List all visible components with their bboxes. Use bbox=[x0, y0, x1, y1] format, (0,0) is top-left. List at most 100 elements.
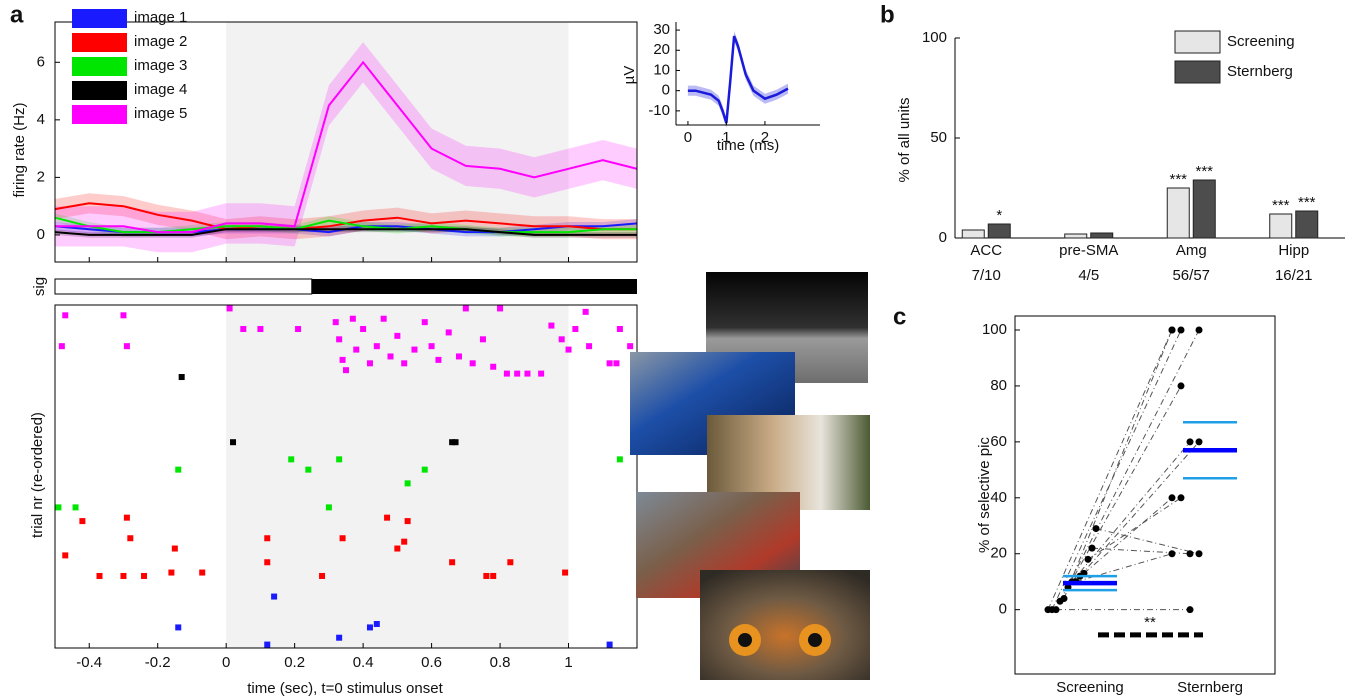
photo-owl bbox=[700, 570, 870, 680]
stimulus-shade bbox=[226, 305, 569, 648]
spike bbox=[524, 370, 531, 377]
y-tick-label: 50 bbox=[930, 129, 947, 146]
category-label: pre-SMA bbox=[1059, 242, 1118, 259]
dot bbox=[1088, 544, 1096, 552]
sig-on bbox=[311, 279, 637, 294]
spike bbox=[455, 353, 462, 360]
spike bbox=[384, 514, 391, 521]
category-label: Sternberg bbox=[1177, 679, 1243, 696]
spike bbox=[428, 343, 435, 350]
spike bbox=[394, 545, 401, 552]
x-tick-label: 1 bbox=[564, 654, 572, 671]
dot bbox=[1195, 438, 1203, 446]
pair-line bbox=[1059, 329, 1200, 602]
x-tick-label: 0 bbox=[222, 654, 230, 671]
spike bbox=[582, 308, 589, 315]
axes-frame bbox=[54, 21, 638, 263]
x-tick-label: 0.2 bbox=[284, 654, 305, 671]
spike bbox=[606, 360, 613, 367]
x-tick-label: 0.6 bbox=[421, 654, 442, 671]
y-tick-label: 20 bbox=[990, 545, 1007, 562]
bar bbox=[1064, 233, 1088, 239]
stimulus-shade bbox=[226, 22, 569, 262]
y-axis-label: trial nr (re-ordered) bbox=[29, 412, 46, 538]
x-tick-label: 0 bbox=[684, 129, 692, 146]
bar bbox=[1166, 187, 1190, 239]
spike bbox=[548, 322, 555, 329]
dot bbox=[1092, 525, 1100, 533]
spike bbox=[305, 466, 312, 473]
x-tick-label: -0.4 bbox=[76, 654, 102, 671]
y-tick-label: 60 bbox=[990, 433, 1007, 450]
y-tick-label: 20 bbox=[653, 41, 670, 58]
significance-label: *** bbox=[1298, 194, 1316, 211]
spike bbox=[449, 559, 456, 566]
category-label: ACC bbox=[970, 242, 1002, 259]
dot bbox=[1177, 382, 1185, 390]
spike bbox=[175, 466, 182, 473]
spike bbox=[490, 363, 497, 370]
spike bbox=[565, 346, 572, 353]
category-sublabel: 7/10 bbox=[972, 267, 1001, 284]
spike bbox=[503, 370, 510, 377]
spike bbox=[421, 466, 428, 473]
spike bbox=[401, 538, 408, 545]
spike bbox=[497, 305, 504, 312]
spike bbox=[199, 569, 206, 576]
dot bbox=[1177, 494, 1185, 502]
spike bbox=[257, 326, 264, 333]
legend-label: Sternberg bbox=[1227, 63, 1293, 80]
pair-line bbox=[1083, 497, 1173, 574]
pair-line bbox=[1079, 441, 1200, 577]
dot bbox=[1186, 438, 1194, 446]
spike bbox=[336, 456, 343, 463]
panel-label: a bbox=[10, 1, 24, 28]
stimulus-photos bbox=[630, 272, 870, 680]
bar bbox=[1269, 213, 1293, 239]
axes-frame bbox=[54, 304, 638, 649]
pair-line bbox=[1067, 385, 1182, 588]
spike bbox=[490, 572, 497, 579]
y-axis-label: % of selective pic bbox=[976, 437, 993, 553]
spike bbox=[627, 343, 634, 350]
spike bbox=[462, 305, 469, 312]
spike bbox=[514, 370, 521, 377]
spike bbox=[613, 360, 620, 367]
dot bbox=[1186, 550, 1194, 558]
pair-line bbox=[1047, 329, 1173, 610]
spike bbox=[343, 367, 349, 374]
legend-label: image 3 bbox=[134, 57, 187, 74]
significance-label: *** bbox=[1169, 171, 1187, 188]
spike bbox=[479, 336, 486, 343]
pair-line bbox=[1063, 329, 1173, 599]
panel-label: c bbox=[893, 303, 906, 330]
rate-line bbox=[54, 228, 637, 236]
dot bbox=[1052, 606, 1060, 614]
dot bbox=[1168, 326, 1176, 334]
bar bbox=[987, 223, 1011, 239]
category-sublabel: 4/5 bbox=[1078, 267, 1099, 284]
spike bbox=[72, 504, 79, 511]
spike bbox=[339, 535, 346, 542]
legend-label: image 5 bbox=[134, 105, 187, 122]
spike bbox=[96, 572, 103, 579]
spike bbox=[507, 559, 514, 566]
spike bbox=[483, 572, 490, 579]
spike bbox=[171, 545, 178, 552]
sig-off bbox=[54, 278, 313, 295]
dot bbox=[1168, 550, 1176, 558]
spike bbox=[319, 572, 326, 579]
pair-line bbox=[1051, 329, 1182, 610]
legend-swatch bbox=[72, 57, 127, 76]
spike bbox=[264, 559, 271, 566]
y-tick-label: 100 bbox=[982, 321, 1007, 338]
x-axis-label: time (ms) bbox=[717, 137, 780, 154]
x-tick-label: -0.2 bbox=[145, 654, 171, 671]
legend-label: image 2 bbox=[134, 33, 187, 50]
spike bbox=[120, 312, 127, 319]
spike bbox=[123, 343, 130, 350]
spike bbox=[380, 315, 387, 322]
spike bbox=[360, 326, 367, 333]
spike bbox=[226, 305, 233, 312]
spike bbox=[175, 624, 182, 631]
